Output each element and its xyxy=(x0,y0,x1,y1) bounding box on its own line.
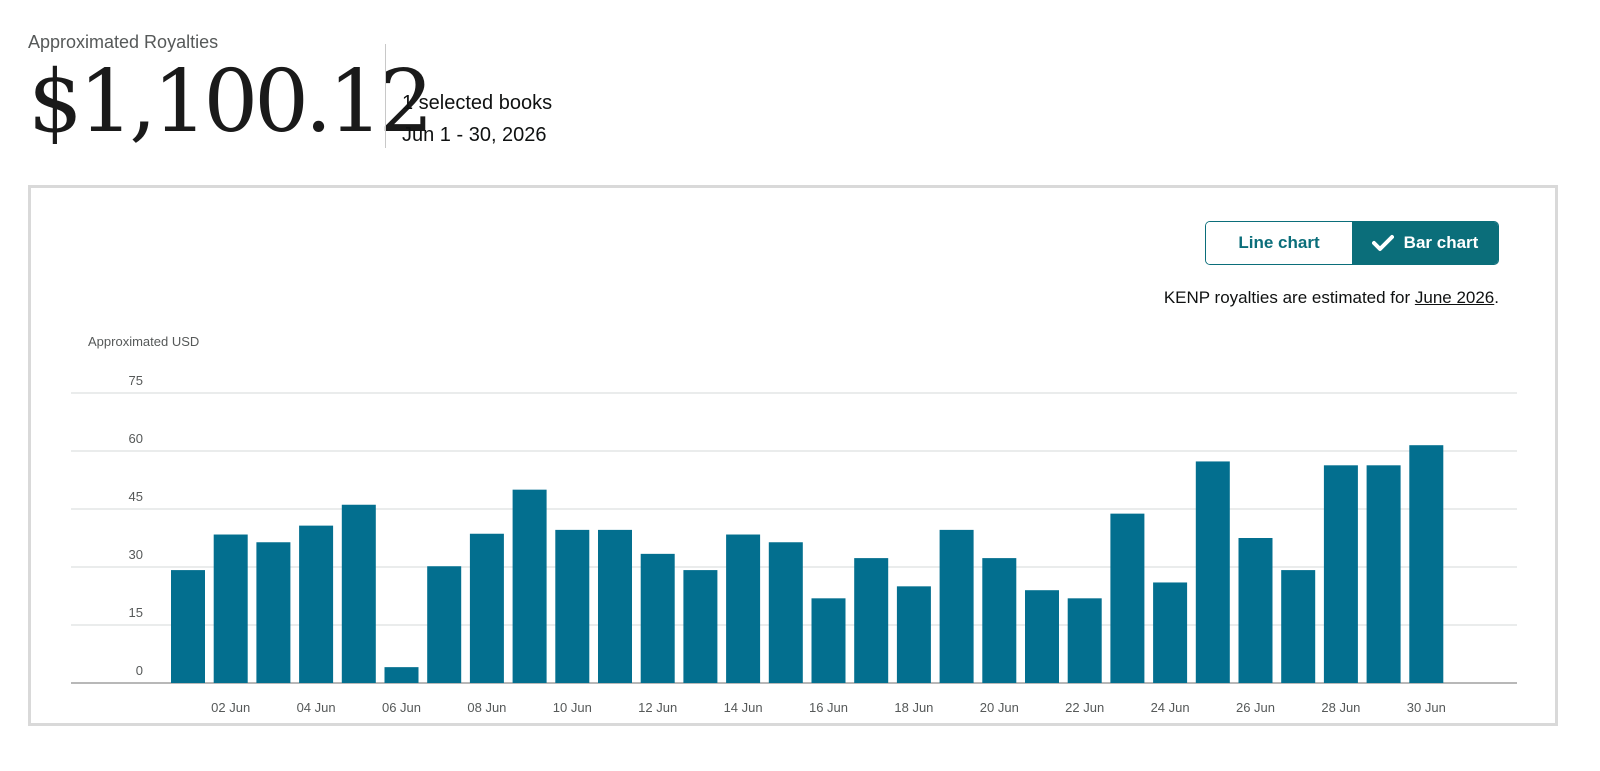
bar-01-jun[interactable] xyxy=(171,570,205,683)
y-tick-label: 60 xyxy=(129,431,143,446)
x-tick-label: 04 Jun xyxy=(297,700,336,715)
y-tick-label: 75 xyxy=(129,373,143,388)
bar-24-jun[interactable] xyxy=(1153,582,1188,683)
bar-19-jun[interactable] xyxy=(939,529,974,683)
bar-15-jun[interactable] xyxy=(768,542,803,683)
kenp-note: KENP royalties are estimated for June 20… xyxy=(1164,288,1499,308)
y-tick-label: 45 xyxy=(129,489,143,504)
x-tick-label: 08 Jun xyxy=(467,700,506,715)
bar-27-jun[interactable] xyxy=(1281,570,1316,683)
royalties-amount: $1,100.12 xyxy=(28,52,434,152)
x-tick-label: 10 Jun xyxy=(553,700,592,715)
bar-04-jun[interactable] xyxy=(299,525,334,683)
bar-28-jun[interactable] xyxy=(1323,465,1358,683)
bar-26-jun[interactable] xyxy=(1238,538,1273,683)
bar-chart-button-label: Bar chart xyxy=(1403,233,1479,252)
kenp-month-link[interactable]: June 2026 xyxy=(1414,288,1495,307)
bar-11-jun[interactable] xyxy=(598,529,632,683)
kenp-note-suffix: . xyxy=(1494,288,1499,307)
bar-05-jun[interactable] xyxy=(341,504,376,683)
date-range: Jun 1 - 30, 2026 xyxy=(402,124,547,146)
x-tick-label: 14 Jun xyxy=(724,700,763,715)
bar-09-jun[interactable] xyxy=(512,489,547,683)
x-tick-label: 06 Jun xyxy=(382,700,421,715)
bar-10-jun[interactable] xyxy=(555,529,590,683)
bar-08-jun[interactable] xyxy=(469,533,504,683)
royalties-label: Approximated Royalties xyxy=(28,32,219,52)
royalties-header: Approximated Royalties $1,100.12 1 selec… xyxy=(28,32,728,152)
selected-books-count: 1 selected books xyxy=(402,92,553,114)
bar-chart-button[interactable]: Bar chart xyxy=(1352,222,1498,264)
bar-18-jun[interactable] xyxy=(896,586,931,683)
kenp-note-text: KENP royalties are estimated for xyxy=(1163,288,1415,307)
bar-29-jun[interactable] xyxy=(1366,465,1401,683)
bar-25-jun[interactable] xyxy=(1195,461,1230,683)
x-tick-label: 12 Jun xyxy=(638,700,677,715)
bar-13-jun[interactable] xyxy=(683,570,718,683)
x-tick-label: 30 Jun xyxy=(1407,700,1446,715)
y-axis-label: Approximated USD xyxy=(88,334,199,349)
bar-16-jun[interactable] xyxy=(811,598,846,683)
bar-30-jun[interactable] xyxy=(1409,445,1444,683)
chart-type-toggle: Line chart Bar chart xyxy=(1205,221,1499,265)
bar-23-jun[interactable] xyxy=(1110,513,1145,683)
y-tick-label: 0 xyxy=(136,663,143,678)
bar-14-jun[interactable] xyxy=(726,534,761,683)
line-chart-button[interactable]: Line chart xyxy=(1206,222,1352,264)
check-icon xyxy=(1371,235,1394,251)
chart-panel: Line chart Bar chart KENP royalties are … xyxy=(28,185,1558,726)
bar-17-jun[interactable] xyxy=(854,558,889,683)
bar-03-jun[interactable] xyxy=(256,542,291,683)
x-tick-label: 02 Jun xyxy=(211,700,250,715)
line-chart-button-label: Line chart xyxy=(1238,233,1320,252)
bar-20-jun[interactable] xyxy=(982,558,1017,683)
x-tick-label: 18 Jun xyxy=(894,700,933,715)
bar-21-jun[interactable] xyxy=(1025,590,1059,683)
x-tick-label: 24 Jun xyxy=(1151,700,1190,715)
bar-06-jun[interactable] xyxy=(384,667,419,683)
header-divider xyxy=(385,44,386,148)
x-tick-label: 26 Jun xyxy=(1236,700,1275,715)
x-tick-label: 22 Jun xyxy=(1065,700,1104,715)
royalties-bar-chart: Approximated USD 0 15 30 45 60 75 02 Jun 04 Jun 0… xyxy=(71,334,1517,715)
bar-12-jun[interactable] xyxy=(640,553,675,683)
x-tick-label: 28 Jun xyxy=(1321,700,1360,715)
bar-02-jun[interactable] xyxy=(213,534,248,683)
x-tick-label: 16 Jun xyxy=(809,700,848,715)
bar-07-jun[interactable] xyxy=(427,566,462,683)
x-tick-label: 20 Jun xyxy=(980,700,1019,715)
bar-22-jun[interactable] xyxy=(1067,598,1102,683)
y-tick-label: 30 xyxy=(129,547,143,562)
y-tick-label: 15 xyxy=(129,605,143,620)
